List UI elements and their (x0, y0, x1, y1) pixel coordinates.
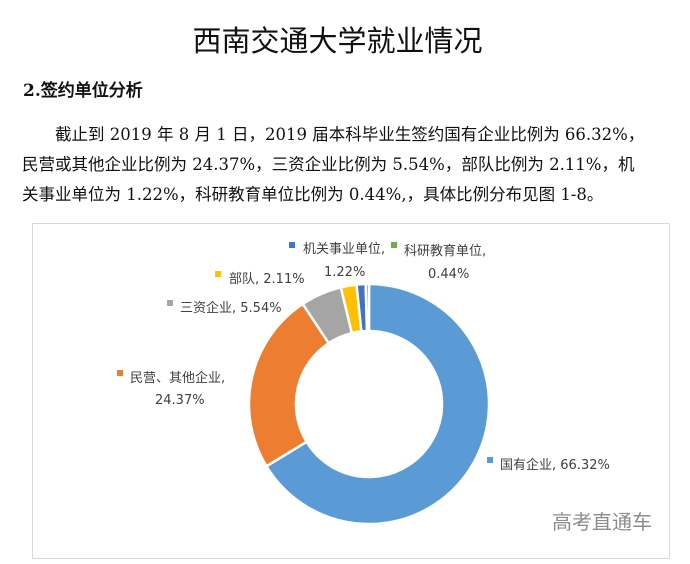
label-text: 1.22% (324, 265, 365, 280)
label-text: 科研教育单位, (404, 243, 486, 259)
paragraph-line: 截止到 2019 年 8 月 1 日，2019 届本科毕业生签约国有企业比例为 … (22, 125, 645, 144)
label-foreign: 三资企业, 5.54% (167, 300, 282, 316)
label-government: 机关事业单位, 1.22% (289, 242, 385, 280)
chart-frame: 国有企业, 66.32% 民营、其他企业, 24.37% 三资企业, 5.54%… (32, 223, 670, 559)
label-private: 民营、其他企业, 24.37% (117, 370, 225, 408)
body-paragraph: 截止到 2019 年 8 月 1 日，2019 届本科毕业生签约国有企业比例为 … (22, 120, 674, 210)
donut-chart: 国有企业, 66.32% 民营、其他企业, 24.37% 三资企业, 5.54%… (117, 242, 652, 534)
donut-slice (247, 302, 331, 468)
watermark: 高考直通车 (552, 510, 652, 534)
label-text: 24.37% (155, 393, 205, 408)
section-heading: 2.签约单位分析 (23, 81, 143, 101)
paragraph-line: 关事业单位为 1.22%，科研教育单位比例为 0.44%,，具体比例分布见图 1… (22, 185, 604, 204)
legend-marker-icon (391, 242, 397, 248)
legend-marker-icon (487, 457, 493, 463)
paragraph-line: 民营或其他企业比例为 24.37%，三资企业比例为 5.54%，部队比例为 2.… (22, 155, 635, 174)
label-text: 民营、其他企业, (130, 370, 225, 386)
label-text: 三资企业, 5.54% (180, 300, 282, 316)
label-text: 国有企业, 66.32% (500, 457, 610, 473)
label-state-owned: 国有企业, 66.32% (487, 457, 610, 473)
page-title: 西南交通大学就业情况 (192, 24, 483, 58)
donut-slice (264, 282, 491, 526)
donut-slice (364, 282, 371, 333)
legend-marker-icon (289, 242, 295, 248)
label-research: 科研教育单位, 0.44% (391, 242, 486, 282)
label-text: 机关事业单位, (303, 242, 385, 257)
label-military: 部队, 2.11% (215, 271, 305, 287)
label-text: 部队, 2.11% (229, 272, 305, 287)
legend-marker-icon (117, 370, 123, 376)
legend-marker-icon (215, 271, 221, 277)
label-text: 0.44% (428, 267, 469, 282)
donut-slices (247, 282, 491, 526)
legend-marker-icon (167, 300, 173, 306)
